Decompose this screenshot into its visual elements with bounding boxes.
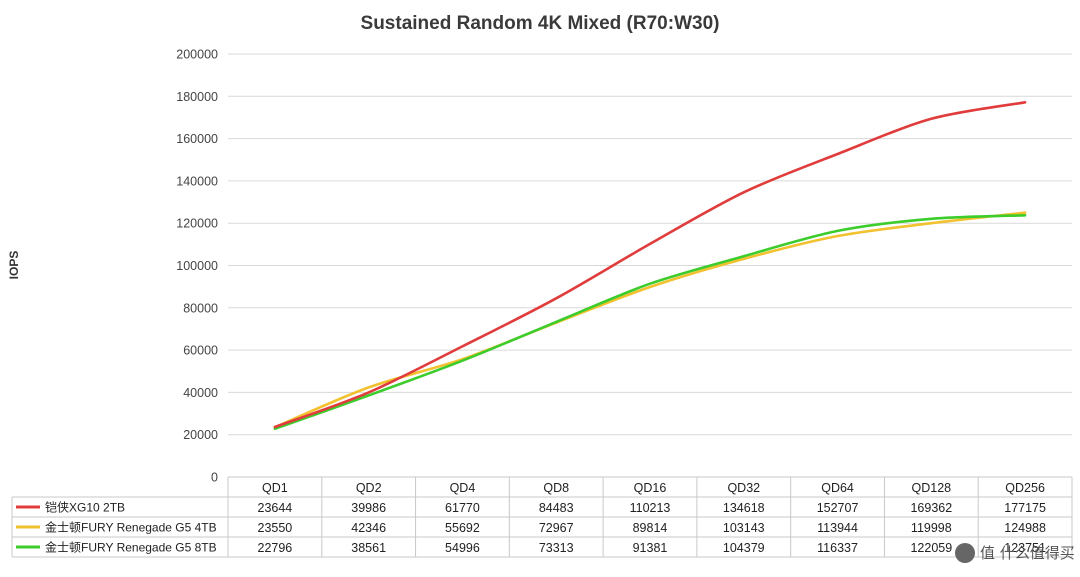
watermark-text: 值 什么值得买 bbox=[980, 544, 1075, 562]
data-label: 73313 bbox=[539, 541, 574, 555]
x-category-label: QD4 bbox=[450, 481, 476, 495]
x-category-label: QD1 bbox=[262, 481, 288, 495]
data-label: 91381 bbox=[633, 541, 668, 555]
data-label: 169362 bbox=[910, 501, 952, 515]
x-category-label: QD64 bbox=[821, 481, 854, 495]
watermark: 值 什么值得买 bbox=[955, 543, 1075, 563]
x-category-label: QD16 bbox=[634, 481, 667, 495]
y-tick-label: 180000 bbox=[176, 90, 218, 104]
data-label: 152707 bbox=[817, 501, 859, 515]
series-line bbox=[273, 211, 1027, 429]
data-label: 23550 bbox=[258, 521, 293, 535]
y-tick-label: 0 bbox=[211, 471, 218, 485]
y-tick-label: 160000 bbox=[176, 132, 218, 146]
series-line bbox=[273, 214, 1027, 431]
y-axis-label: IOPS bbox=[7, 251, 21, 280]
y-tick-label: 60000 bbox=[183, 344, 218, 358]
data-label: 177175 bbox=[1004, 501, 1046, 515]
series-name: 铠侠XG10 2TB bbox=[45, 500, 125, 515]
data-label: 23644 bbox=[258, 501, 293, 515]
data-label: 54996 bbox=[445, 541, 480, 555]
x-category-label: QD128 bbox=[912, 481, 952, 495]
data-label: 124988 bbox=[1004, 521, 1046, 535]
data-label: 113944 bbox=[817, 521, 858, 535]
y-tick-label: 20000 bbox=[183, 428, 218, 442]
y-tick-labels: 0 20000 40000 60000 80000 100000 120000 140000 1… bbox=[176, 48, 218, 485]
data-label: 110213 bbox=[630, 501, 671, 515]
y-tick-label: 40000 bbox=[183, 386, 218, 400]
data-label: 84483 bbox=[539, 501, 574, 515]
y-tick-label: 140000 bbox=[176, 174, 218, 188]
data-label: 39986 bbox=[351, 501, 386, 515]
data-label: 122059 bbox=[910, 541, 952, 555]
data-label: 61770 bbox=[445, 501, 480, 515]
data-label: 72967 bbox=[539, 521, 574, 535]
data-label: 119998 bbox=[911, 521, 952, 535]
data-label: 55692 bbox=[445, 521, 480, 535]
x-category-label: QD2 bbox=[356, 481, 382, 495]
data-label: 116337 bbox=[817, 541, 858, 555]
data-label: 123751 bbox=[1004, 541, 1046, 555]
x-category-label: QD32 bbox=[727, 481, 760, 495]
series-lines bbox=[273, 101, 1027, 431]
y-tick-label: 200000 bbox=[176, 48, 218, 62]
chart-title: Sustained Random 4K Mixed (R70:W30) bbox=[361, 13, 720, 34]
data-label: 103143 bbox=[723, 521, 765, 535]
series-name: 金士顿FURY Renegade G5 4TB bbox=[45, 520, 217, 535]
x-category-label: QD8 bbox=[543, 481, 569, 495]
data-label: 104379 bbox=[723, 541, 765, 555]
x-category-label: QD256 bbox=[1005, 481, 1045, 495]
series-line bbox=[273, 101, 1027, 429]
data-label: 89814 bbox=[633, 521, 668, 535]
y-tick-label: 120000 bbox=[176, 217, 218, 231]
data-table: QD1 QD2 QD4 QD8 QD16 QD32 QD64 QD128 QD256 铠侠XG10… bbox=[11, 476, 1073, 558]
data-label: 42346 bbox=[351, 521, 386, 535]
data-label: 38561 bbox=[351, 541, 386, 555]
series-name: 金士顿FURY Renegade G5 8TB bbox=[45, 540, 217, 555]
data-label: 22796 bbox=[258, 541, 293, 555]
y-tick-label: 80000 bbox=[183, 301, 218, 315]
data-label: 134618 bbox=[723, 501, 765, 515]
watermark-logo-icon bbox=[955, 543, 975, 563]
y-tick-label: 100000 bbox=[176, 259, 218, 273]
